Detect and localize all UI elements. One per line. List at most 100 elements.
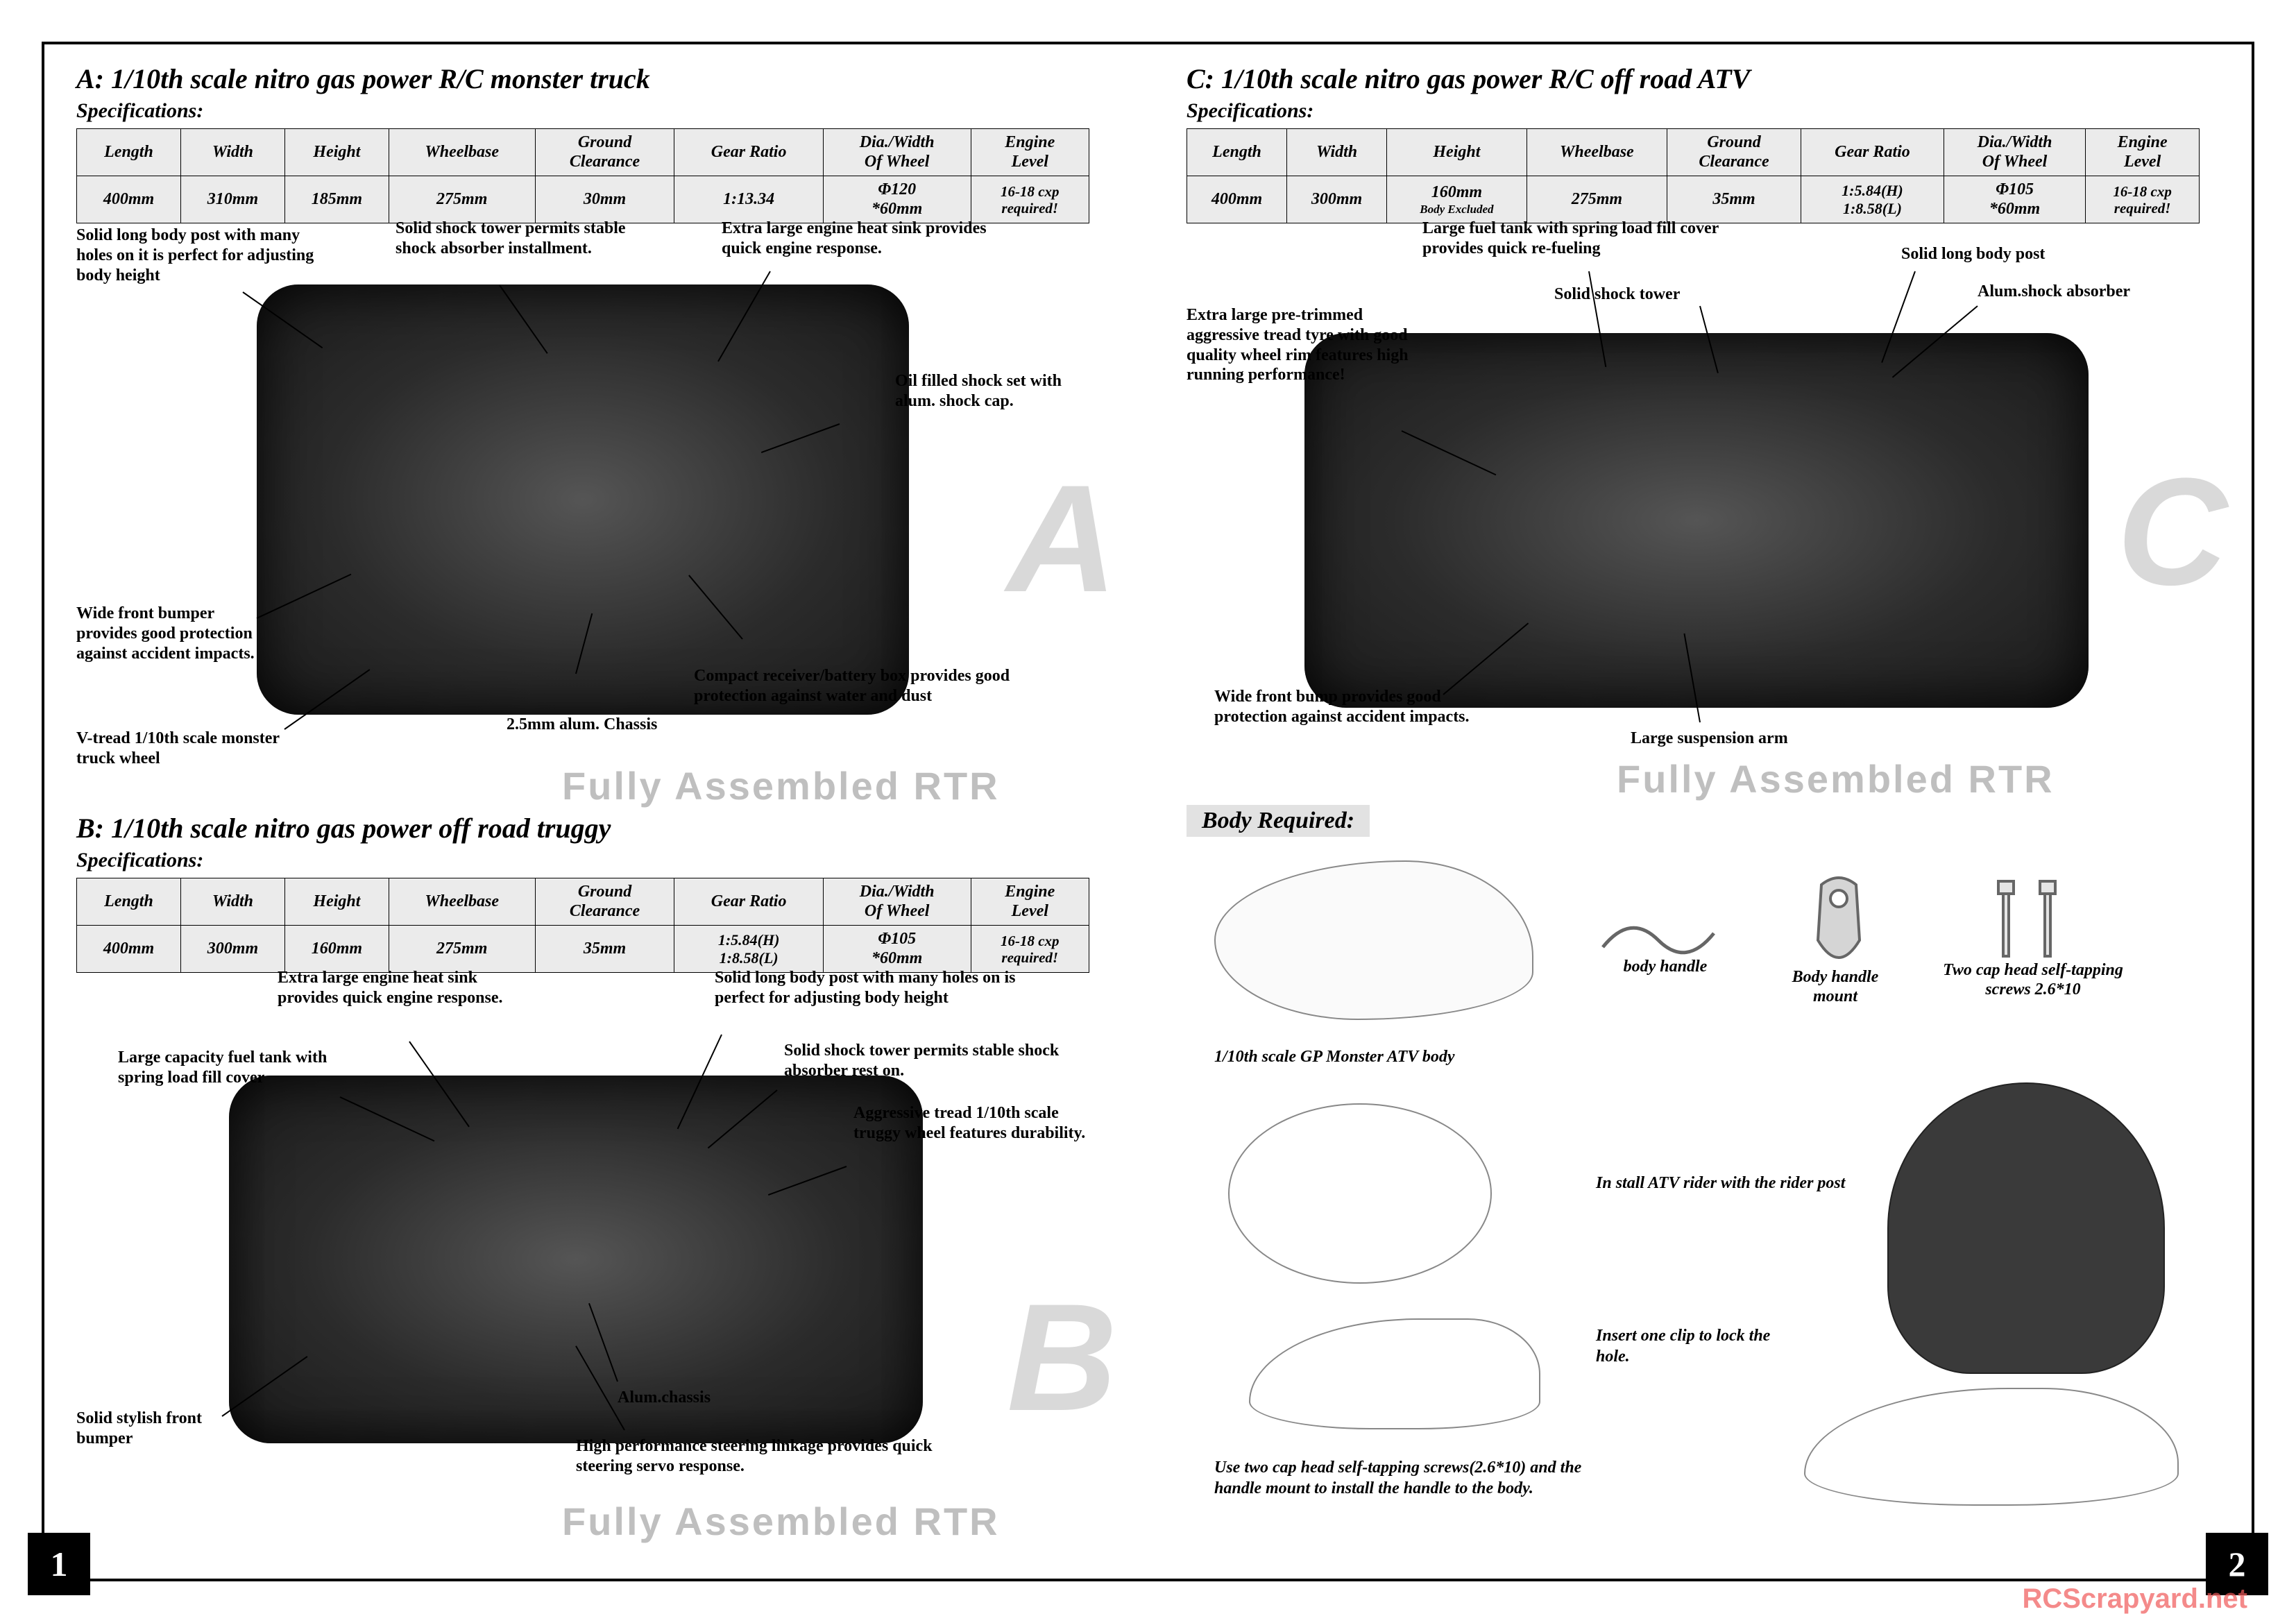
td: 160mm — [284, 926, 389, 973]
td: 1:13.34 — [674, 176, 823, 223]
rtr-label: Fully Assembled RTR — [562, 1499, 1000, 1544]
table-row: Length Width Height Wheelbase GroundClea… — [77, 129, 1089, 176]
callout: Large suspension arm — [1631, 729, 1788, 749]
td: 16-18 cxprequired! — [971, 176, 1089, 223]
table-row: Length Width Height Wheelbase GroundClea… — [77, 878, 1089, 926]
right-column: C: 1/10th scale nitro gas power R/C off … — [1187, 62, 2248, 1547]
spec-table-b: Length Width Height Wheelbase GroundClea… — [76, 878, 1089, 973]
section-body-required: Body Required: body handle Body handle m… — [1187, 805, 2248, 1547]
td: 275mm — [389, 176, 535, 223]
td: 400mm — [77, 926, 181, 973]
callout: Solid long body post with many holes on … — [715, 968, 1020, 1008]
callout: Solid long body post — [1901, 244, 2045, 264]
td: 30mm — [535, 176, 674, 223]
section-b-speclabel: Specifications: — [76, 849, 1138, 872]
page-number-left: 1 — [28, 1533, 90, 1595]
assembly-step: Use two cap head self-tapping screws(2.6… — [1214, 1457, 1603, 1499]
table-row: 400mm 310mm 185mm 275mm 30mm 1:13.34 Φ12… — [77, 176, 1089, 223]
td: 300mm — [180, 926, 284, 973]
th: Gear Ratio — [1801, 129, 1944, 176]
td: 35mm — [1667, 176, 1801, 223]
th: Length — [1187, 129, 1287, 176]
watermark: RCScrapyard.net — [2022, 1583, 2247, 1615]
th: Dia./WidthOf Wheel — [823, 878, 971, 926]
part-label: Body handle mount — [1769, 968, 1901, 1006]
th: Height — [1387, 129, 1527, 176]
body-required-heading: Body Required: — [1187, 805, 1370, 837]
vehicle-b-image — [229, 1076, 923, 1443]
td: 400mm — [77, 176, 181, 223]
th: Gear Ratio — [674, 878, 823, 926]
th: Width — [1287, 129, 1387, 176]
callout: V-tread 1/10th scale monster truck wheel — [76, 729, 284, 769]
td: 185mm — [284, 176, 389, 223]
section-b: B: 1/10th scale nitro gas power off road… — [76, 812, 1138, 1540]
th: Height — [284, 878, 389, 926]
callout: Large fuel tank with spring load fill co… — [1422, 219, 1742, 259]
th: Length — [77, 878, 181, 926]
rtr-label: Fully Assembled RTR — [562, 763, 1000, 808]
section-c-speclabel: Specifications: — [1187, 99, 2248, 123]
left-column: A: 1/10th scale nitro gas power R/C mons… — [76, 62, 1138, 1540]
td: 300mm — [1287, 176, 1387, 223]
callout: High performance steering linkage provid… — [576, 1436, 964, 1477]
assembly-diagram-1 — [1228, 1103, 1492, 1284]
th: Width — [180, 878, 284, 926]
td: 1:5.84(H)1:8.58(L) — [1801, 176, 1944, 223]
th: Wheelbase — [389, 878, 535, 926]
callout: Compact receiver/battery box provides go… — [694, 666, 1041, 706]
part-label: Two cap head self-tapping screws 2.6*10 — [1936, 961, 2130, 999]
atv-body-outline — [1214, 860, 1533, 1020]
th: Gear Ratio — [674, 129, 823, 176]
assembly-step: Insert one clip to lock the hole. — [1596, 1325, 1790, 1367]
callout: Aggressive tread 1/10th scale truggy whe… — [853, 1103, 1089, 1144]
section-a: A: 1/10th scale nitro gas power R/C mons… — [76, 62, 1138, 812]
atv-body-label: 1/10th scale GP Monster ATV body — [1214, 1048, 1561, 1067]
assembly-diagram-2 — [1249, 1318, 1540, 1429]
th: EngineLevel — [2086, 129, 2200, 176]
td: Φ105*60mm — [1944, 176, 2085, 223]
td: 275mm — [1527, 176, 1667, 223]
section-c-title: C: 1/10th scale nitro gas power R/C off … — [1187, 62, 2248, 95]
td: Φ105*60mm — [823, 926, 971, 973]
td: 400mm — [1187, 176, 1287, 223]
th: GroundClearance — [535, 878, 674, 926]
td: Φ120*60mm — [823, 176, 971, 223]
callout: Extra large engine heat sink provides qu… — [722, 219, 1013, 259]
section-c: C: 1/10th scale nitro gas power R/C off … — [1187, 62, 2248, 798]
th: EngineLevel — [971, 878, 1089, 926]
callout: Solid shock tower permits stable shock a… — [396, 219, 645, 259]
th: GroundClearance — [535, 129, 674, 176]
th: Height — [284, 129, 389, 176]
assembly-diagram-rider — [1887, 1082, 2165, 1374]
callout: Solid long body post with many holes on … — [76, 226, 326, 285]
vehicle-c-image — [1304, 333, 2089, 708]
spec-table-a: Length Width Height Wheelbase GroundClea… — [76, 128, 1089, 223]
callout: Solid stylish front bumper — [76, 1409, 229, 1449]
table-row: 400mm 300mm 160mm 275mm 35mm 1:5.84(H)1:… — [77, 926, 1089, 973]
rtr-label: Fully Assembled RTR — [1617, 756, 2055, 801]
callout: Wide front bumper provides good protecti… — [76, 604, 271, 663]
section-b-title: B: 1/10th scale nitro gas power off road… — [76, 812, 1138, 844]
td: 310mm — [180, 176, 284, 223]
assembly-step: In stall ATV rider with the rider post — [1596, 1173, 1846, 1193]
callout: Large capacity fuel tank with spring loa… — [118, 1048, 368, 1088]
assembly-diagram-3 — [1804, 1388, 2179, 1506]
td: 16-18 cxprequired! — [2086, 176, 2200, 223]
table-row: Length Width Height Wheelbase GroundClea… — [1187, 129, 2200, 176]
big-letter-c: C — [2117, 444, 2227, 620]
section-a-title: A: 1/10th scale nitro gas power R/C mons… — [76, 62, 1138, 95]
section-a-speclabel: Specifications: — [76, 99, 1138, 123]
th: Dia./WidthOf Wheel — [1944, 129, 2085, 176]
callout: Alum.chassis — [618, 1388, 711, 1408]
callout: Wide front bump provides good protection… — [1214, 687, 1478, 727]
callout: Extra large engine heat sink provides qu… — [278, 968, 527, 1008]
th: Width — [180, 129, 284, 176]
td: 275mm — [389, 926, 535, 973]
td: 35mm — [535, 926, 674, 973]
callout: Oil filled shock set with alum. shock ca… — [895, 371, 1075, 411]
callout: Solid shock tower — [1554, 284, 1680, 305]
th: Length — [77, 129, 181, 176]
callout: Extra large pre-trimmed aggressive tread… — [1187, 305, 1409, 385]
part-label: body handle — [1603, 958, 1728, 977]
